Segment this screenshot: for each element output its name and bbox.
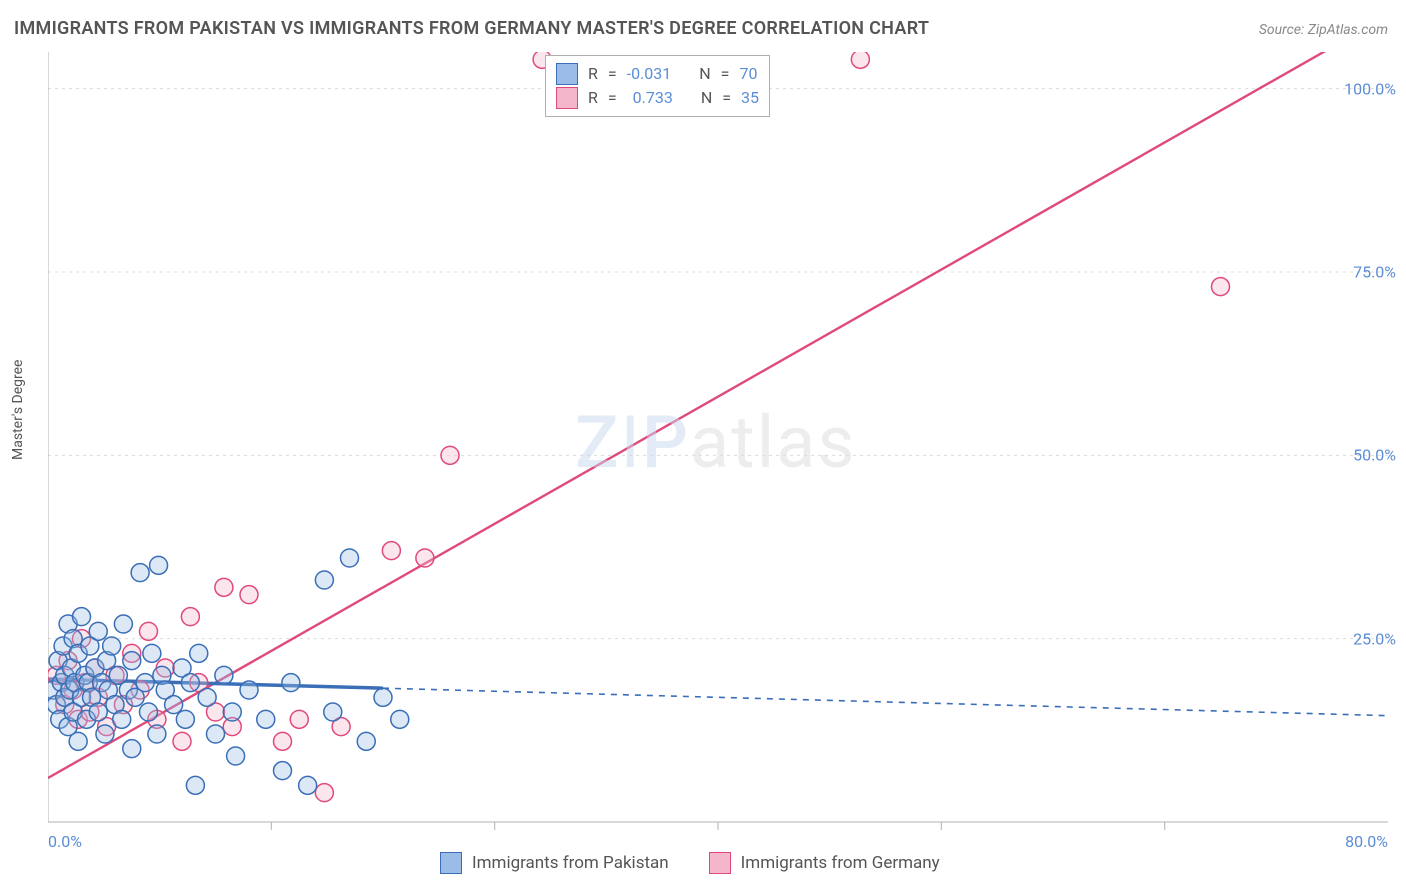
legend-row-pink: R = 0.733 N = 35 bbox=[556, 86, 759, 110]
N-value-pink: 35 bbox=[741, 86, 759, 110]
series-label-pink: Immigrants from Germany bbox=[741, 853, 940, 873]
equals-sign: = bbox=[608, 62, 617, 86]
equals-sign: = bbox=[721, 62, 730, 86]
chart-title: IMMIGRANTS FROM PAKISTAN VS IMMIGRANTS F… bbox=[14, 18, 929, 39]
swatch-blue bbox=[440, 852, 462, 874]
N-label: N bbox=[699, 62, 710, 86]
R-label: R bbox=[588, 86, 598, 110]
equals-sign: = bbox=[722, 86, 731, 110]
swatch-pink bbox=[556, 87, 578, 109]
N-value-blue: 70 bbox=[739, 62, 757, 86]
swatch-blue bbox=[556, 63, 578, 85]
y-tick-label: 25.0% bbox=[1353, 629, 1396, 648]
chart-container: IMMIGRANTS FROM PAKISTAN VS IMMIGRANTS F… bbox=[0, 0, 1406, 892]
R-value-pink: 0.733 bbox=[633, 86, 673, 110]
y-axis-label: Master's Degree bbox=[10, 360, 26, 460]
y-tick-label: 100.0% bbox=[1344, 79, 1396, 98]
source-prefix: Source: bbox=[1259, 22, 1308, 38]
legend-item-blue: Immigrants from Pakistan bbox=[440, 852, 669, 874]
source-attribution: Source: ZipAtlas.com bbox=[1259, 22, 1388, 38]
correlation-legend: R = -0.031 N = 70 R = 0.733 N = 35 bbox=[545, 55, 770, 117]
x-tick-label: 0.0% bbox=[48, 832, 82, 851]
swatch-pink bbox=[709, 852, 731, 874]
N-label: N bbox=[701, 86, 712, 110]
R-label: R bbox=[588, 62, 598, 86]
x-tick-label: 80.0% bbox=[1345, 832, 1388, 851]
y-tick-label: 50.0% bbox=[1353, 446, 1396, 465]
y-tick-label: 75.0% bbox=[1353, 263, 1396, 282]
equals-sign: = bbox=[608, 86, 617, 110]
scatter-plot bbox=[48, 52, 1388, 844]
legend-item-pink: Immigrants from Germany bbox=[709, 852, 940, 874]
R-value-blue: -0.031 bbox=[627, 62, 672, 86]
legend-row-blue: R = -0.031 N = 70 bbox=[556, 62, 759, 86]
source-name: ZipAtlas.com bbox=[1308, 22, 1388, 38]
series-legend: Immigrants from Pakistan Immigrants from… bbox=[440, 852, 940, 874]
series-label-blue: Immigrants from Pakistan bbox=[472, 853, 669, 873]
